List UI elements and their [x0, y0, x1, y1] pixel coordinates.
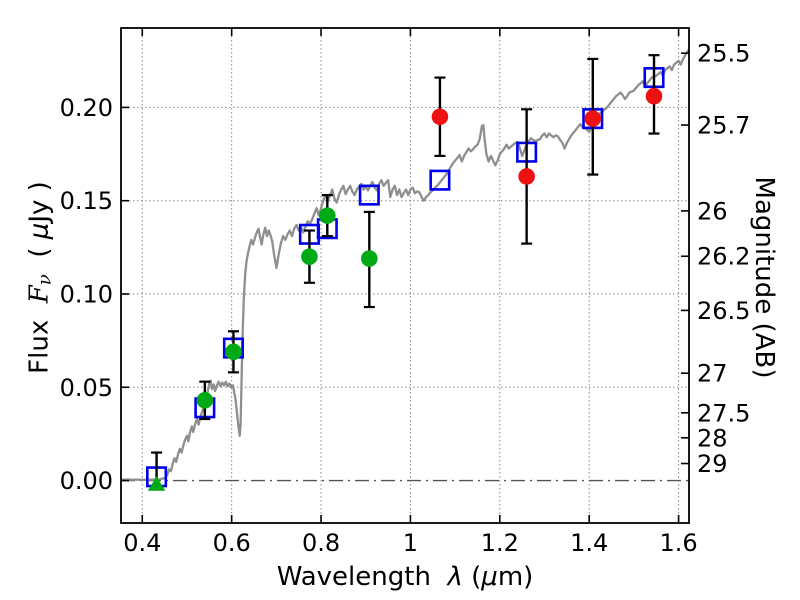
- y-tick-label-magnitude: 29: [697, 450, 728, 478]
- observed-circle-marker: [645, 87, 663, 105]
- gridlines: [121, 28, 689, 523]
- y-tick-label-magnitude: 25.5: [697, 40, 750, 68]
- flux-unit-open: (: [24, 239, 55, 258]
- plot-border: [120, 27, 690, 524]
- x-axis-label: Wavelength λ (μm): [277, 562, 534, 592]
- nu-symbol: ν: [34, 274, 56, 286]
- observed-circle-marker: [225, 343, 242, 361]
- flux-f-symbol: F: [24, 285, 55, 304]
- x-tick-label: 0.4: [123, 529, 161, 557]
- model-photometry-markers: [146, 67, 665, 488]
- observed-circle-marker: [518, 168, 535, 185]
- model-square-marker: [429, 169, 451, 191]
- y-tick-label-flux: 0.05: [60, 374, 113, 402]
- observed-triangle-marker: [147, 476, 166, 491]
- y-tick-label-magnitude: 27.5: [697, 399, 750, 427]
- y-tick-label-magnitude: 26.5: [697, 297, 750, 325]
- y-tick-label-flux: 0.00: [60, 467, 113, 495]
- observed-circle-marker: [196, 392, 214, 409]
- y-tick-label-magnitude: 26.2: [697, 243, 750, 271]
- lambda-symbol: λ: [447, 562, 463, 592]
- observed-circle-marker: [584, 110, 602, 127]
- x-tick-label: 1: [403, 529, 418, 557]
- observed-circle-marker: [319, 207, 336, 224]
- y-tick-label-magnitude: 28: [697, 424, 728, 452]
- flux-unit-close: Jy ): [24, 181, 55, 223]
- observed-optical-markers: [147, 194, 378, 491]
- y-axis-label-magnitude: Magnitude (AB): [749, 176, 779, 379]
- x-axis-unit-close: m): [497, 562, 534, 592]
- x-tick-label: 1.4: [570, 529, 608, 557]
- y-tick-label-flux: 0.15: [60, 187, 113, 215]
- x-tick-label: 1.2: [481, 529, 519, 557]
- observed-circle-marker: [431, 108, 449, 126]
- y-tick-label-magnitude: 25.7: [697, 112, 750, 140]
- x-tick-label: 0.8: [302, 529, 340, 557]
- axis-ticks: [121, 28, 689, 523]
- tick-labels: 0.4 0.6 0.8 1 1.2 1.4 1.6 0.00 0.05 0.10 0.15 0.20 2…: [60, 40, 751, 557]
- y-tick-label-magnitude: 27: [697, 360, 728, 388]
- y-tick-label-flux: 0.10: [60, 280, 113, 308]
- x-tick-label: 1.6: [660, 529, 698, 557]
- observed-circle-marker: [301, 248, 318, 265]
- x-axis-unit-open: (: [471, 562, 482, 592]
- y-tick-label-magnitude: 26: [697, 197, 728, 225]
- y-axis-label-flux: Flux Fν ( μJy ): [24, 181, 55, 374]
- y-tick-label-flux: 0.20: [60, 94, 113, 122]
- x-axis-label-word: Wavelength: [276, 562, 431, 592]
- mu-symbol: μ: [481, 562, 498, 592]
- x-tick-label: 0.6: [213, 529, 251, 557]
- flux-word: Flux: [24, 319, 55, 374]
- observed-infrared-markers: [431, 54, 663, 245]
- model-square-marker: [358, 184, 380, 206]
- flux-mu-symbol: μ: [24, 222, 55, 240]
- observed-circle-marker: [361, 250, 378, 267]
